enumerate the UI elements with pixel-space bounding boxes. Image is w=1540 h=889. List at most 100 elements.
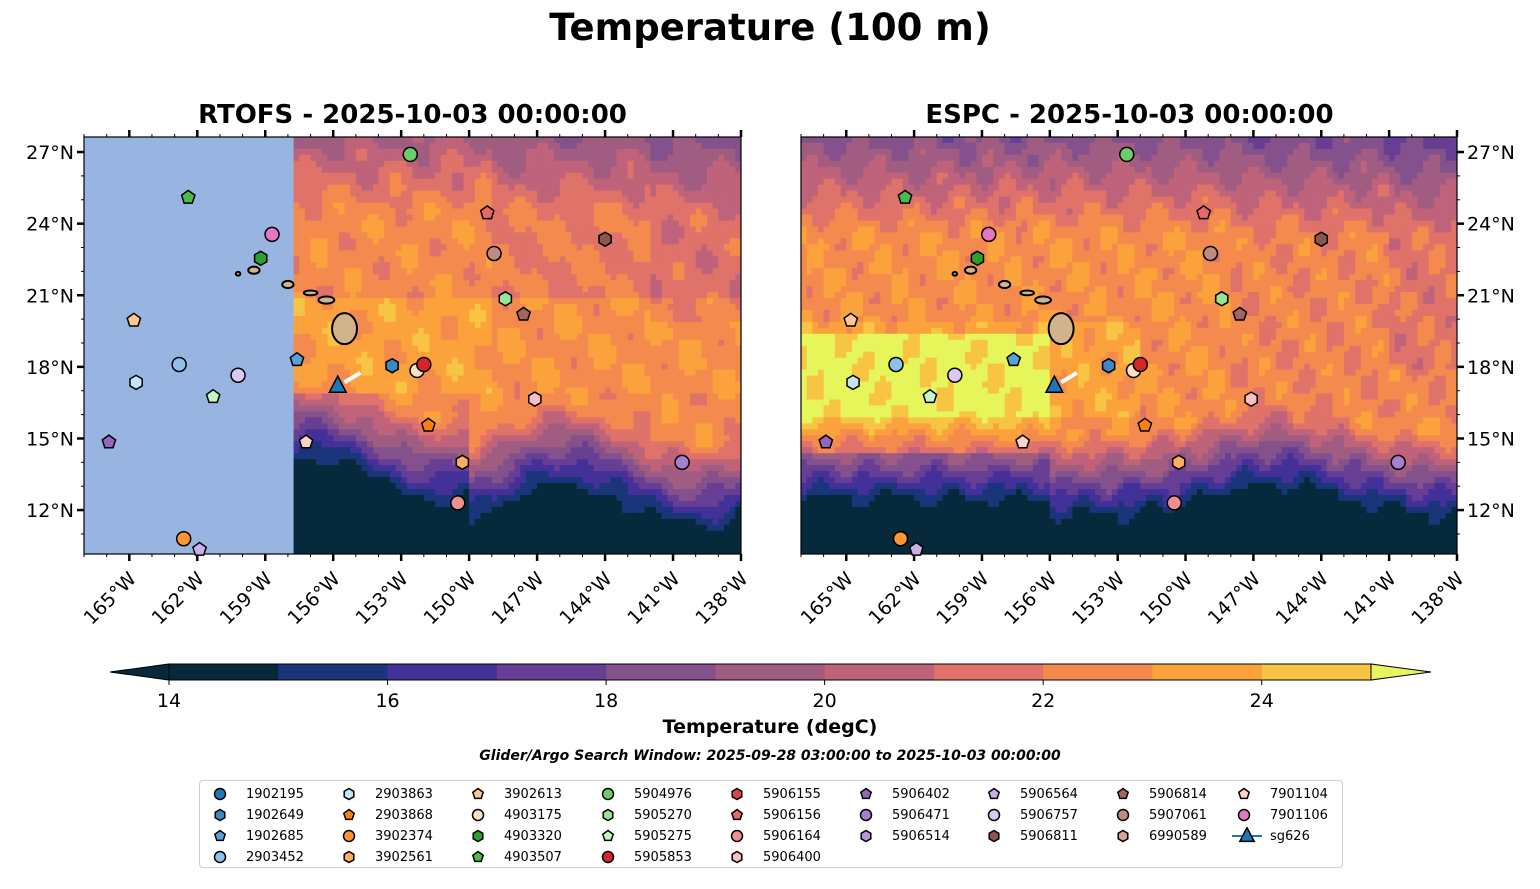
marker-5906164 (1166, 495, 1182, 511)
marker-5905270 (1214, 290, 1229, 307)
x-tick-label: 165°W (80, 568, 141, 629)
triangle-marker (328, 374, 348, 394)
legend-item: 5906156 (725, 805, 821, 825)
legend-item: 6990589 (1111, 826, 1207, 846)
hexagon-icon (731, 850, 743, 864)
x-tick-label: 153°W (1068, 568, 1129, 629)
legend-item: 3902374 (337, 826, 433, 846)
legend-label: 1902195 (246, 786, 304, 802)
x-tick-label: 138°W (691, 568, 752, 629)
marker-5906402 (818, 434, 834, 449)
circle-icon (1116, 808, 1130, 822)
circle-icon (342, 829, 356, 843)
pentagon-icon (730, 808, 744, 821)
legend-item: 5906757 (982, 805, 1078, 825)
colorbar-segment (387, 664, 498, 680)
legend-item: 3902561 (337, 847, 433, 867)
legend-label: 7901106 (1270, 807, 1328, 823)
y-tick-label: 24°N (26, 214, 74, 236)
x-tick-label: 162°W (148, 568, 209, 629)
marker-2903863 (846, 374, 860, 391)
legend-marker (601, 787, 615, 801)
marker-5906811 (598, 231, 612, 248)
marker-4903507 (897, 189, 913, 204)
marker-3902374 (175, 530, 192, 547)
colorbar-segment (496, 664, 607, 680)
island (997, 279, 1012, 290)
island (302, 289, 319, 297)
legend-marker (730, 829, 744, 843)
colorbar-segment (824, 664, 935, 680)
legend-item: sg626 (1232, 826, 1310, 846)
legend-label: 3902613 (504, 786, 562, 802)
pentagon-icon (213, 829, 227, 842)
legend-label: 2903452 (246, 849, 304, 865)
colorbar-tick-label: 18 (593, 690, 619, 712)
legend-marker (730, 808, 744, 821)
panel-title-rtofs: RTOFS - 2025-10-03 00:00:00 (198, 100, 627, 130)
marker-5904976 (1118, 146, 1135, 163)
legend-marker (471, 850, 485, 863)
legend-marker (1116, 787, 1130, 800)
colorbar-frame (168, 663, 1372, 681)
x-tick-label: 159°W (216, 568, 277, 629)
marker-7901104 (1015, 434, 1031, 449)
colorbar-tick-label: 20 (812, 690, 837, 712)
x-tick-label: 162°W (864, 568, 925, 629)
circle-icon (1237, 808, 1251, 822)
legend-marker (342, 829, 356, 843)
legend-marker (343, 850, 355, 864)
triangle-line-icon (1232, 827, 1262, 843)
legend-label: 3902374 (375, 828, 433, 844)
colorbar-segment (606, 664, 716, 680)
glider-track-sg626 (343, 371, 362, 385)
legend-item: 1902649 (208, 805, 304, 825)
marker-3902561 (455, 454, 470, 471)
marker-3902374 (892, 530, 909, 547)
legend-marker (987, 787, 1001, 800)
legend-marker (472, 829, 484, 843)
panel-title-espc: ESPC - 2025-10-03 00:00:00 (925, 100, 1334, 130)
marker-1902685 (1006, 351, 1022, 367)
legend-marker (342, 808, 356, 821)
map-figure: 165°W 162°W 159°W 156°W 153°W 150°W 147°W 144°W… (26, 130, 1515, 629)
legend-label: 5905275 (634, 828, 692, 844)
y-tick-label: 12°N (26, 500, 74, 522)
legend-label: 5906811 (1020, 828, 1078, 844)
x-tick-label: 159°W (932, 568, 993, 629)
legend-item: 5906811 (982, 826, 1078, 846)
y-tick-label: 21°N (26, 285, 74, 307)
marker-3902613 (843, 312, 859, 327)
x-tick-label: 156°W (284, 568, 345, 629)
colorbar-tick-label: 22 (1031, 690, 1056, 712)
marker-1902685 (289, 351, 305, 367)
legend-item: 5906514 (854, 826, 950, 846)
island (281, 279, 295, 290)
x-tick-label: 141°W (623, 568, 684, 629)
island (234, 270, 242, 277)
colorbar-over-extend (1370, 663, 1432, 681)
marker-sg626 (328, 374, 348, 394)
circle-icon (859, 808, 873, 822)
marker-5906564 (908, 541, 924, 556)
legend-label: 5905853 (634, 849, 692, 865)
legend-label: 5905270 (634, 807, 692, 823)
pentagon-icon (987, 787, 1001, 800)
y-tick-label: 27°N (26, 142, 74, 164)
marker-1902649 (385, 357, 399, 374)
colorbar-under-extend (109, 663, 170, 681)
pentagon-icon (859, 787, 873, 800)
colorbar-segment (169, 664, 279, 680)
legend-item: 5906564 (982, 784, 1078, 804)
legend-marker (214, 808, 226, 822)
y-tick-label: 18°N (1467, 357, 1515, 379)
y-tick-label: 15°N (26, 428, 74, 450)
island (951, 270, 959, 277)
legend-item: 2903863 (337, 784, 433, 804)
y-tick-label: 24°N (1467, 214, 1515, 236)
marker-5905853 (416, 356, 432, 373)
marker-2903863 (129, 374, 143, 391)
legend-label: 4903320 (504, 828, 562, 844)
marker-2903868 (420, 417, 436, 432)
colorbar-title: Temperature (degC) (662, 716, 878, 738)
